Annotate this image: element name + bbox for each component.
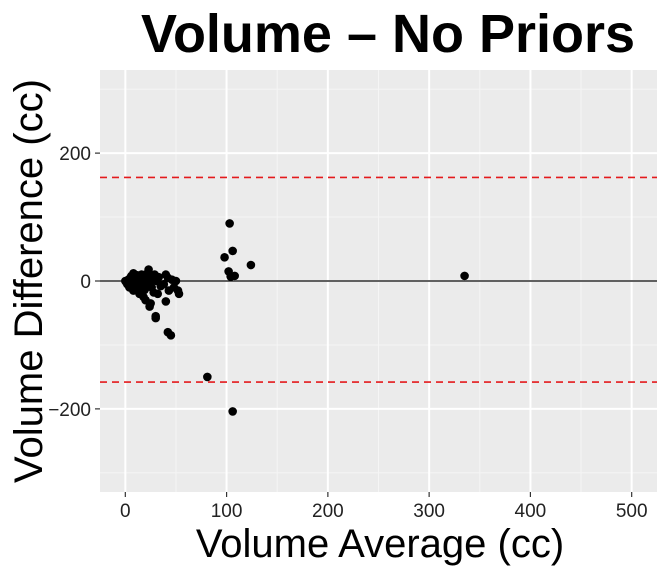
data-point [174,289,184,299]
data-point [171,276,181,286]
reference-lines [100,176,657,383]
data-point [151,313,160,323]
x-axis-title: Volume Average (cc) [196,522,564,566]
data-point [460,271,469,281]
data-point [220,253,229,262]
data-point [230,271,239,281]
x-tick-label: 0 [120,501,131,522]
data-points [121,219,469,416]
data-point [246,260,256,270]
chart-title: Volume – No Priors [141,4,635,64]
x-tick-label: 100 [211,501,243,522]
data-point [228,407,237,416]
axis-ticks: 0 100 200 300 400 500 −200 0 200 [48,144,647,522]
data-point [146,299,155,308]
y-tick-label: −200 [48,400,91,421]
data-point [225,219,234,228]
data-point [154,272,164,282]
data-point [166,331,176,340]
data-point [161,297,171,306]
data-point [203,372,212,382]
x-tick-label: 500 [616,501,648,522]
data-point [159,279,169,289]
x-tick-label: 300 [413,501,445,522]
x-tick-label: 200 [312,501,344,522]
data-point [153,289,163,299]
data-point [228,246,237,256]
y-axis-title: Volume Difference (cc) [7,79,51,483]
y-tick-label: 200 [59,144,91,165]
x-tick-label: 400 [515,501,547,522]
y-tick-label: 0 [80,272,91,293]
